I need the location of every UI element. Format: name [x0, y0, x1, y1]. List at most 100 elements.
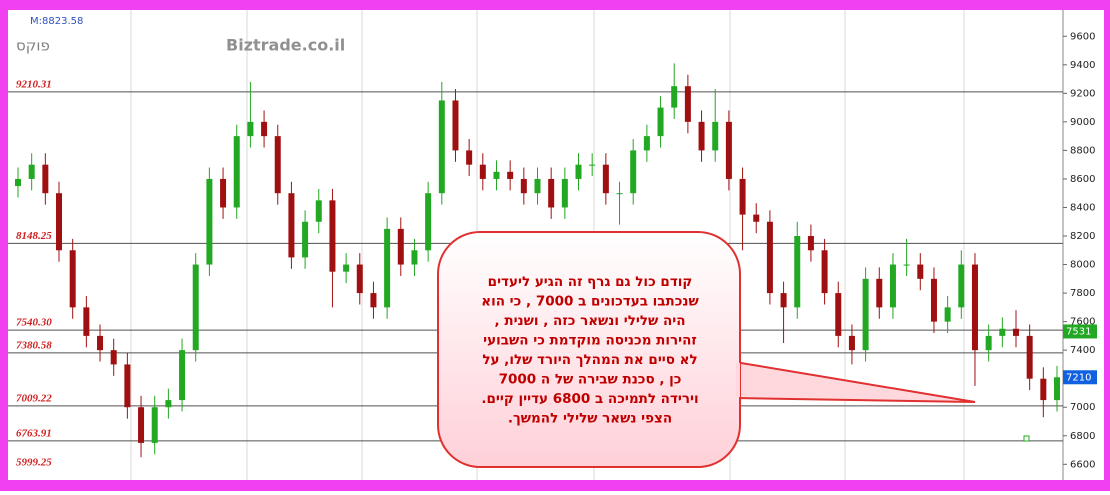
- candle-body: [575, 164, 582, 179]
- level-label: 8148.25: [16, 230, 52, 242]
- annotation-line: הצפי נשאר שלילי להמשך.: [508, 411, 672, 427]
- candle-body: [329, 200, 336, 272]
- annotation-line: זהירות מכניסה מוקדמת כי השבועי: [483, 333, 697, 349]
- y-tick-label: 8600: [1070, 174, 1095, 185]
- annotation-line: קודם כול גם גרף זה הגיע ליעדים: [488, 274, 693, 290]
- candle-body: [206, 178, 213, 265]
- callout-join: [736, 363, 740, 397]
- candle-body: [739, 178, 746, 215]
- candle-body: [397, 228, 404, 265]
- candle-body: [261, 121, 268, 137]
- y-tick-label: 9000: [1070, 117, 1095, 128]
- candle-body: [83, 307, 90, 336]
- candle-body: [630, 150, 637, 194]
- candle-body: [889, 264, 896, 308]
- candle-body: [548, 178, 555, 208]
- candle-body: [479, 164, 486, 179]
- candle-body: [274, 136, 281, 194]
- price-tag: [1063, 324, 1097, 339]
- candle-body: [315, 200, 322, 222]
- candle-body: [220, 178, 227, 208]
- y-tick-label: 6800: [1070, 431, 1095, 442]
- candle-body: [821, 250, 828, 294]
- y-tick-label: 8000: [1070, 260, 1095, 271]
- y-tick-label: 8200: [1070, 231, 1095, 242]
- candle-body: [903, 264, 910, 266]
- annotation-line: כן , סכנת שבירה של ה 7000: [499, 372, 682, 388]
- candle-body: [1012, 328, 1019, 336]
- candle-body: [411, 250, 418, 265]
- candle-body: [1054, 377, 1060, 401]
- candle-body: [165, 400, 172, 408]
- candle-body: [56, 193, 63, 251]
- annotation-line: שנכתבו בעדכונים ב 7000 , כי הוא: [481, 294, 699, 310]
- candle-body: [124, 364, 131, 408]
- level-label: 7380.58: [16, 339, 52, 351]
- candle-body: [643, 136, 650, 151]
- callout: קודם כול גם גרף זה הגיע ליעדים שנכתבו בעד…: [437, 231, 976, 468]
- candle-body: [425, 193, 432, 251]
- info: M:8823.58: [30, 16, 83, 27]
- candle-body: [794, 236, 801, 308]
- candle-body: [370, 293, 377, 308]
- candle-body: [233, 136, 240, 208]
- candle-body: [452, 100, 459, 151]
- candle-body: [712, 121, 719, 151]
- candle-body: [438, 100, 445, 194]
- candle-body: [848, 335, 855, 351]
- annotation-line: וירידה לתמיכה ב 6800 עדיין קיים.: [481, 391, 698, 407]
- candle-body: [930, 278, 937, 322]
- symbol: פוקס: [16, 37, 50, 55]
- level-label: 6763.91: [16, 427, 52, 439]
- y-tick-label: 7800: [1070, 288, 1095, 299]
- candle-body: [725, 121, 732, 179]
- annotation-line: לא סיים את המהלך היורד שלו, על: [482, 352, 697, 368]
- candle-body: [534, 178, 541, 194]
- candle-body: [657, 107, 664, 137]
- candle-body: [1040, 378, 1047, 401]
- candle-body: [356, 264, 363, 294]
- y-tick-label: 8800: [1070, 145, 1095, 156]
- candle-body: [493, 171, 500, 179]
- y-tick-label: 9400: [1070, 60, 1095, 71]
- candle-body: [15, 178, 21, 187]
- candle-body: [985, 335, 992, 351]
- candle-body: [602, 164, 609, 194]
- candle-body: [835, 293, 842, 336]
- annotation-line: היה שלילי ונשאר כזה , ושנית ,: [495, 313, 686, 329]
- candle-body: [561, 178, 568, 208]
- callout-box: [437, 231, 741, 468]
- candle-body: [138, 407, 145, 443]
- candle-body: [179, 350, 186, 401]
- candle-body: [247, 121, 254, 137]
- candle-body: [958, 264, 965, 308]
- candle-body: [69, 250, 76, 308]
- candle-body: [766, 221, 773, 294]
- candle-body: [302, 221, 309, 258]
- candle-body: [507, 171, 514, 179]
- candle-body: [807, 236, 814, 251]
- candle-body: [384, 228, 391, 308]
- candle-body: [520, 178, 527, 194]
- candle-body: [917, 264, 924, 279]
- candle-body: [876, 278, 883, 308]
- candle-body: [698, 121, 705, 151]
- candle-body: [1026, 335, 1033, 379]
- level-label: 7540.30: [16, 317, 52, 329]
- candle-body: [671, 86, 678, 108]
- candle-body: [343, 264, 350, 272]
- watermark: Biztrade.co.il: [226, 36, 345, 55]
- candle-body: [944, 307, 951, 322]
- y-tick-label: 8400: [1070, 202, 1095, 213]
- candle-body: [780, 293, 787, 308]
- candle-body: [151, 407, 158, 443]
- candle-body: [28, 164, 35, 179]
- y-tick-label: 7400: [1070, 345, 1095, 356]
- candle-body: [110, 350, 117, 365]
- candle-body: [589, 164, 596, 166]
- marker: [1023, 435, 1030, 442]
- candle-body: [753, 214, 760, 222]
- y-tick-label: 7600: [1070, 317, 1095, 328]
- y-tick-label: 6600: [1070, 459, 1095, 470]
